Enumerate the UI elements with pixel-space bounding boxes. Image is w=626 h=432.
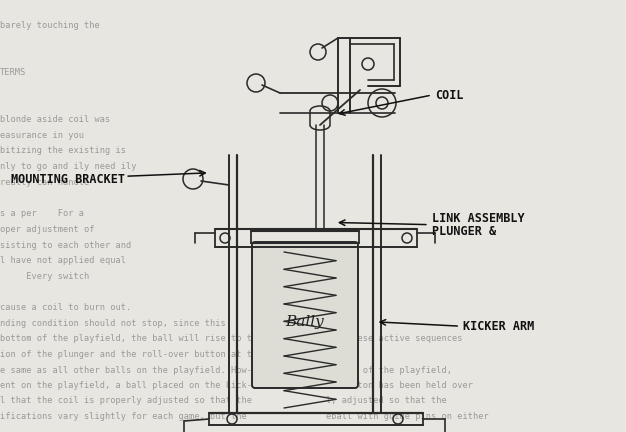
Text: MOTION: MOTION bbox=[326, 319, 357, 327]
Text: sisting to each other and: sisting to each other and bbox=[0, 241, 131, 250]
Text: barely touching the: barely touching the bbox=[0, 21, 100, 30]
Text: MOUNTING BRACKET: MOUNTING BRACKET bbox=[11, 173, 125, 186]
Text: l have not applied equal: l have not applied equal bbox=[0, 257, 126, 265]
Text: THEMT2: THEMT2 bbox=[326, 241, 357, 250]
Text: blonde aside coil was: blonde aside coil was bbox=[0, 115, 110, 124]
Text: ent on the playfield, a ball placed on the kick-: ent on the playfield, a ball placed on t… bbox=[0, 381, 252, 390]
Text: COIL: COIL bbox=[435, 89, 464, 102]
Text: PLUNGER &: PLUNGER & bbox=[432, 225, 496, 238]
Text: eball with guide pins on either: eball with guide pins on either bbox=[326, 413, 488, 421]
Text: oper adjustment of: oper adjustment of bbox=[0, 225, 95, 234]
Text: nly to go and ily need ily: nly to go and ily need ily bbox=[0, 162, 136, 171]
Text: bitizing the existing is: bitizing the existing is bbox=[0, 146, 126, 155]
Text: l, adjusted so that the: l, adjusted so that the bbox=[326, 397, 446, 405]
Text: s a per    For a: s a per For a bbox=[0, 210, 84, 218]
Text: TERMS: TERMS bbox=[0, 68, 26, 77]
Text: really can handle: really can handle bbox=[0, 178, 90, 187]
Text: nding condition should not stop, since this: nding condition should not stop, since t… bbox=[0, 319, 226, 327]
Text: cause a coil to burn out.: cause a coil to burn out. bbox=[0, 303, 131, 312]
Text: easurance in you: easurance in you bbox=[0, 131, 84, 140]
Text: ifications vary slightly for each game, but the: ifications vary slightly for each game, … bbox=[0, 413, 247, 421]
Text: bottom of the playfield, the ball will rise to the: bottom of the playfield, the ball will r… bbox=[0, 334, 262, 343]
Text: ion of the plunger and the roll-over button at the: ion of the plunger and the roll-over but… bbox=[0, 350, 262, 359]
Text: LINK ASSEMBLY: LINK ASSEMBLY bbox=[432, 212, 525, 225]
Text: KICKER ARM: KICKER ARM bbox=[463, 320, 535, 333]
Text: Bally: Bally bbox=[285, 315, 324, 329]
Text: l that the coil is properly adjusted so that the: l that the coil is properly adjusted so … bbox=[0, 397, 252, 405]
FancyBboxPatch shape bbox=[252, 242, 358, 388]
Text: er, these active sequences: er, these active sequences bbox=[326, 334, 462, 343]
Text: Every switch: Every switch bbox=[0, 272, 90, 281]
Text: motion of the playfield,: motion of the playfield, bbox=[326, 366, 451, 375]
Text: e same as all other balls on the playfield. How-: e same as all other balls on the playfie… bbox=[0, 366, 252, 375]
Text: er button has been held over: er button has been held over bbox=[326, 381, 473, 390]
